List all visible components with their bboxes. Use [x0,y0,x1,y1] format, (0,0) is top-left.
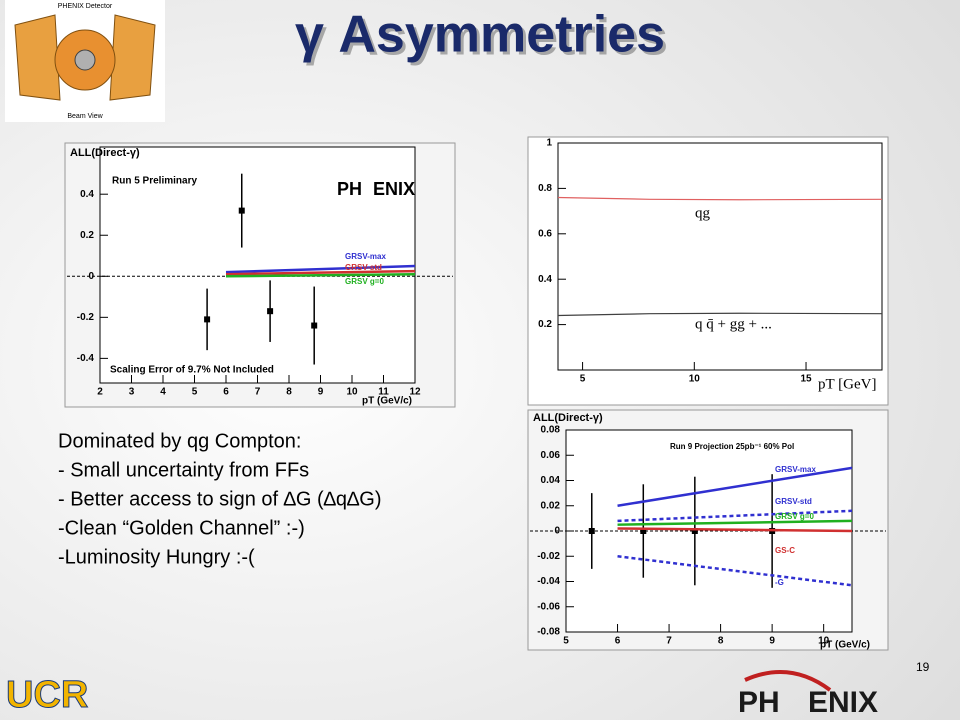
phenix-logo-left: PH [738,686,780,719]
phenix-logo-right: ENIX [808,686,878,719]
bullet: -Luminosity Hungry :-( [58,546,255,568]
x-tick-label: 10 [818,636,830,647]
curve [225,264,416,274]
chart-title: ALL(Direct-γ) [533,412,603,424]
bullet: - Small uncertainty from FFs [58,459,309,481]
y-tick-label: 0.2 [80,230,94,241]
x-tick-label: 9 [769,636,775,647]
x-tick-label: 5 [580,374,586,385]
x-axis-label: pT [GeV] [818,376,876,392]
y-tick-label: -0.4 [77,353,95,364]
x-axis-label: pT (GeV/c) [820,640,870,651]
curve [557,312,883,317]
slide-title: γ Asymmetries [295,6,665,64]
data-point [691,528,698,534]
x-tick-label: 9 [318,387,324,398]
data-point [640,528,647,534]
legend-label: qg [695,205,711,221]
legend-label: GRSV g=0 [345,277,384,286]
x-tick-label: 10 [689,374,701,385]
annotation: Run 9 Projection 25pb⁻¹ 60% Pol [670,442,794,451]
y-tick-label: -0.08 [537,627,560,638]
x-tick-label: 8 [718,636,724,647]
y-tick-label: -0.04 [537,576,560,587]
y-tick-label: 0.08 [541,425,561,436]
detector-caption: Beam View [67,113,103,120]
legend-label: GRSV-max [775,465,816,474]
ucr-logo: UCR [6,674,88,716]
curve [617,555,853,587]
x-tick-label: 6 [615,636,621,647]
plot-area [99,146,416,384]
y-tick-label: 0.2 [538,319,552,330]
data-point [238,207,245,214]
chart: 0.20.40.60.815 10 15 pT [GeV]qgq q̄ + gg + … [527,136,889,406]
detector-image: PHENIX Detector Beam View [5,0,165,122]
legend-label: GRSV g=0 [775,512,814,521]
legend-label: GRSV-max [345,252,386,261]
legend-label: GRSV-std [775,497,812,506]
y-tick-label: -0.02 [537,551,560,562]
y-tick-label: 0.4 [538,274,552,285]
y-tick-label: 0.02 [541,500,561,511]
detector-title: PHENIX Detector [58,3,113,10]
x-axis-label: pT (GeV/c) [362,396,412,407]
data-point [311,322,318,329]
data-point [588,528,595,534]
y-tick-label: -0.2 [77,312,95,323]
chart: -0.4 -0.2 0 0.2 0.4 2 3 4 5 6 7 8 9 10 11 12 ALL(Direct-… [64,142,456,408]
curve [617,519,853,526]
x-tick-label: 11 [378,387,389,398]
legend-label: -G [775,578,784,587]
curve [557,196,883,201]
phenix-logo: ENIX [373,179,415,199]
x-tick-label: 8 [286,387,292,398]
phenix-swoosh [744,670,832,692]
x-tick-label: 7 [255,387,261,398]
y-tick-label: 0.6 [538,228,552,239]
page-number: 19 [916,660,930,674]
data-point [204,316,211,323]
y-tick-label: -0.06 [537,601,560,612]
annotation: Scaling Error of 9.7% Not Included [110,365,274,376]
x-tick-label: 7 [666,636,672,647]
y-tick-label: 0 [88,271,94,282]
x-tick-label: 2 [97,387,103,398]
y-tick-label: 1 [546,138,552,149]
y-tick-label: 0.4 [80,189,94,200]
annotation: Run 5 Preliminary [112,176,197,187]
curve [225,269,416,276]
x-tick-label: 6 [223,387,229,398]
x-tick-label: 5 [563,636,569,647]
legend-label: q q̄ + gg + ... [695,316,772,332]
bullet: Dominated by qg Compton: [58,430,301,452]
x-tick-label: 5 [192,387,198,398]
bullet-list: Dominated by qg Compton: - Small uncertai… [58,430,381,568]
bullet: - Better access to sign of ∆G (∆q∆G) [58,488,381,510]
bullet: -Clean “Golden Channel” :-) [58,517,305,539]
x-tick-label: 4 [160,387,166,398]
title-shadow: γ Asymmetries [298,9,668,67]
x-tick-label: 12 [409,387,421,398]
legend-label: GRSV-std [345,263,382,272]
curve [225,272,416,278]
phenix-logo: PH [337,179,362,199]
curve [617,466,853,507]
data-point [267,308,274,315]
x-tick-label: 10 [346,387,358,398]
legend-label: GS-C [775,546,795,555]
plot-area [557,142,883,371]
chart-title: ALL(Direct-γ) [70,147,140,159]
y-tick-label: 0.06 [541,450,561,461]
x-tick-label: 15 [800,374,812,385]
y-tick-label: 0.04 [541,475,561,486]
y-tick-label: 0.8 [538,183,552,194]
x-tick-label: 3 [129,387,135,398]
curve [617,527,853,533]
